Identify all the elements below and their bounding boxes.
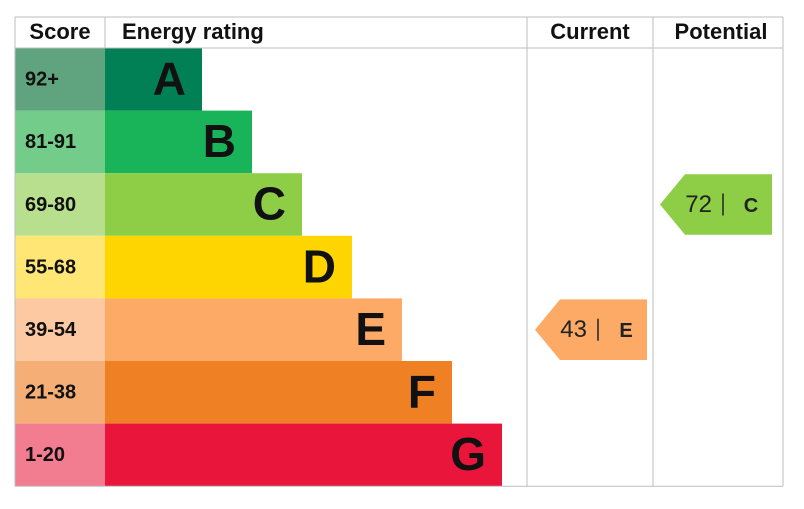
rating-bar — [105, 48, 202, 111]
rating-bar — [105, 361, 452, 424]
score-cell — [15, 423, 105, 487]
potential-header: Potential — [675, 19, 768, 44]
score-cell — [15, 361, 105, 424]
rating-letter: C — [253, 178, 286, 230]
score-label: 39-54 — [25, 319, 77, 341]
rating-bar — [105, 298, 402, 361]
rating-letter: E — [355, 303, 386, 355]
potential-arrow — [660, 174, 772, 235]
potential-value: 72 — [685, 191, 712, 218]
rating-letter: F — [408, 365, 436, 417]
current-header: Current — [550, 19, 630, 44]
score-label: 55-68 — [25, 256, 76, 278]
score-label: 1-20 — [25, 444, 65, 466]
potential-letter: C — [744, 195, 758, 217]
score-cell — [15, 110, 105, 174]
score-label: 21-38 — [25, 382, 76, 404]
rating-bar — [105, 110, 252, 174]
current-arrow — [535, 299, 647, 360]
score-header: Score — [29, 19, 90, 44]
current-value: 43 — [560, 316, 587, 343]
epc-table: Score Energy rating Current Potential — [29, 19, 767, 44]
current-letter: E — [619, 320, 632, 342]
score-cell — [15, 173, 105, 236]
rating-header: Energy rating — [122, 19, 264, 44]
score-label: 69-80 — [25, 194, 76, 216]
rating-bar — [105, 235, 352, 299]
rating-letter: B — [203, 115, 236, 167]
rating-bar — [105, 173, 302, 236]
score-cell — [15, 48, 105, 111]
score-cell — [15, 298, 105, 361]
score-cell — [15, 235, 105, 299]
rating-letter: D — [303, 240, 336, 292]
rating-letter: A — [153, 52, 186, 104]
score-label: 81-91 — [25, 131, 76, 153]
rating-bar — [105, 423, 502, 487]
score-label: 92+ — [25, 69, 59, 91]
rating-letter: G — [450, 428, 486, 480]
